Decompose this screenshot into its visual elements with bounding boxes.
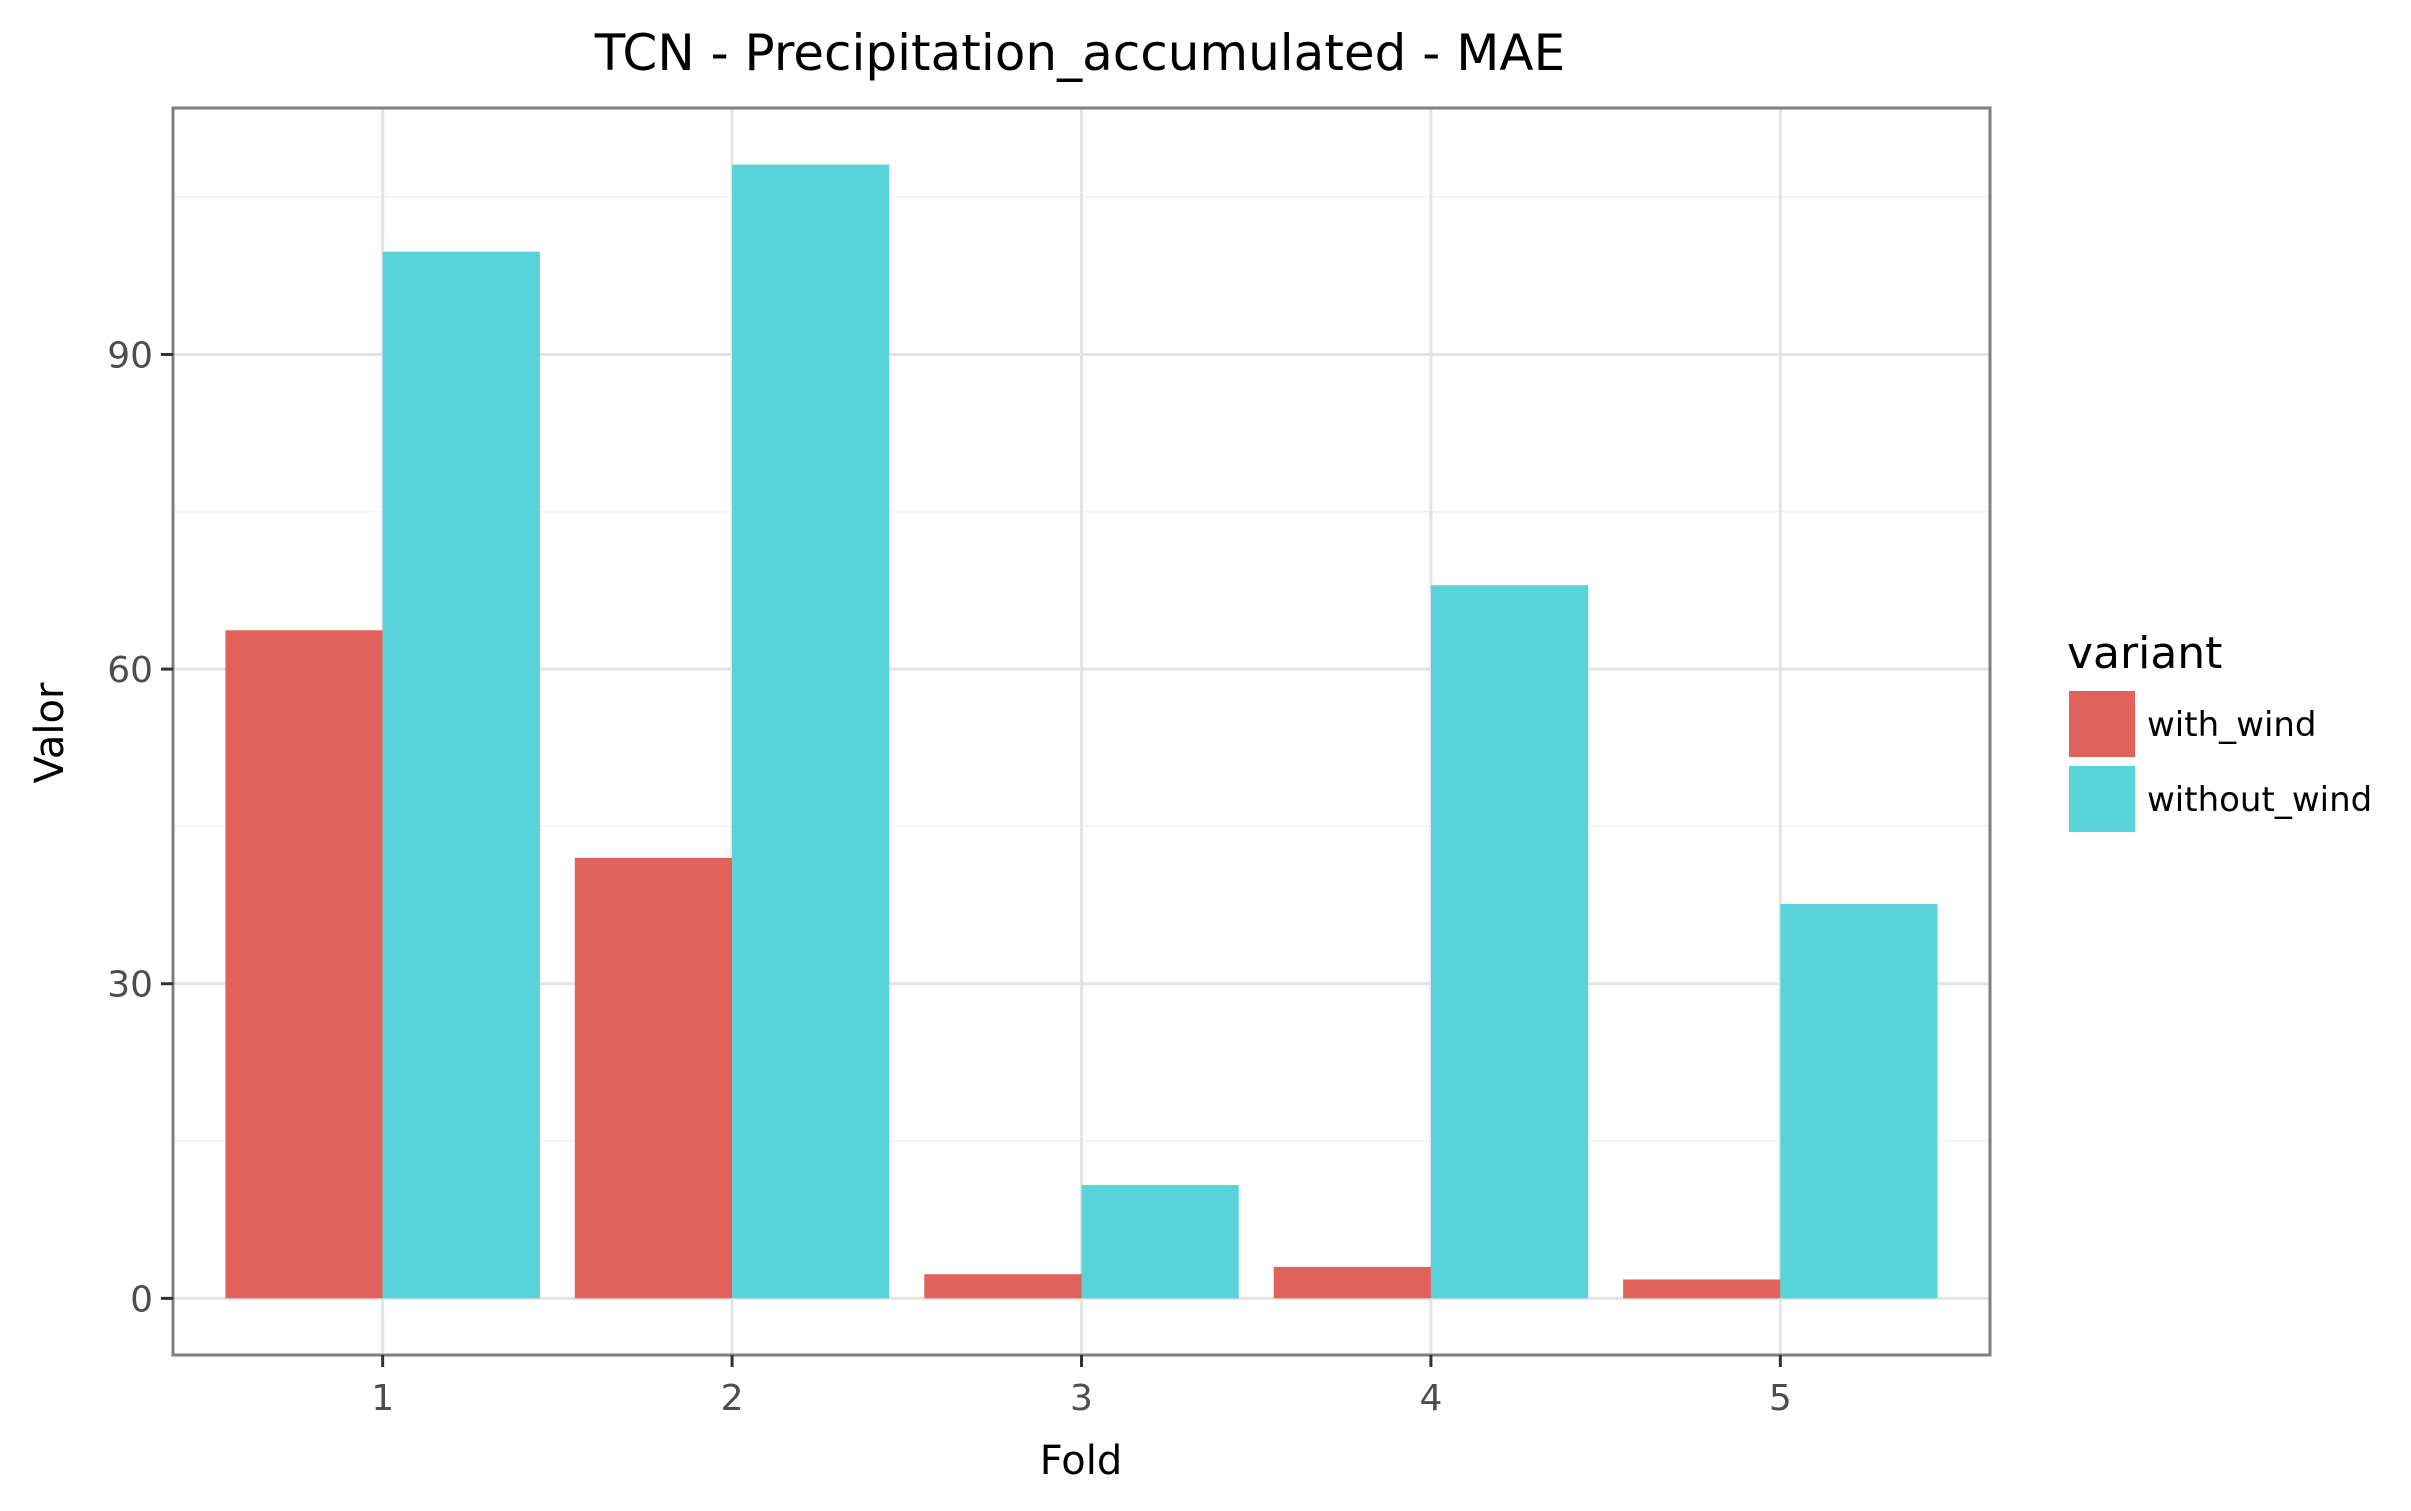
bar-without_wind-fold-5 xyxy=(1780,904,1938,1299)
legend-swatch-with_wind xyxy=(2069,691,2135,757)
bar-without_wind-fold-1 xyxy=(382,251,540,1299)
y-tick-label: 0 xyxy=(130,1279,153,1320)
x-axis-title: Fold xyxy=(1040,1438,1123,1484)
x-axis: 1 2 3 4 5 xyxy=(371,1355,1792,1419)
bar-with_wind-fold-5 xyxy=(1623,1279,1781,1299)
legend-swatch-without_wind xyxy=(2069,766,2135,832)
x-tick-label: 5 xyxy=(1769,1378,1792,1419)
y-tick-label: 60 xyxy=(107,650,153,691)
bar-without_wind-fold-2 xyxy=(732,164,890,1299)
bar-without_wind-fold-3 xyxy=(1081,1185,1239,1299)
y-tick-label: 30 xyxy=(107,965,153,1006)
y-axis-title: Valor xyxy=(27,682,73,783)
legend-title: variant xyxy=(2067,628,2222,679)
legend-label-without_wind: without_wind xyxy=(2147,780,2372,820)
bar-with_wind-fold-4 xyxy=(1273,1266,1431,1299)
x-tick-label: 4 xyxy=(1419,1378,1442,1419)
bar-with_wind-fold-3 xyxy=(924,1274,1082,1299)
bar-with_wind-fold-2 xyxy=(574,857,733,1299)
y-tick-label: 90 xyxy=(107,335,153,376)
legend: variant with_wind without_wind xyxy=(2067,628,2372,832)
x-tick-label: 1 xyxy=(371,1378,394,1419)
y-axis: 0 30 60 90 xyxy=(107,335,173,1320)
bar-with_wind-fold-1 xyxy=(225,630,383,1299)
x-tick-label: 3 xyxy=(1070,1378,1093,1419)
bar-without_wind-fold-4 xyxy=(1430,585,1589,1299)
x-tick-label: 2 xyxy=(721,1378,744,1419)
legend-items: with_wind without_wind xyxy=(2069,691,2372,832)
legend-label-with_wind: with_wind xyxy=(2147,705,2317,745)
chart-title: TCN - Precipitation_accumulated - MAE xyxy=(594,24,1565,82)
bars xyxy=(225,164,1938,1299)
